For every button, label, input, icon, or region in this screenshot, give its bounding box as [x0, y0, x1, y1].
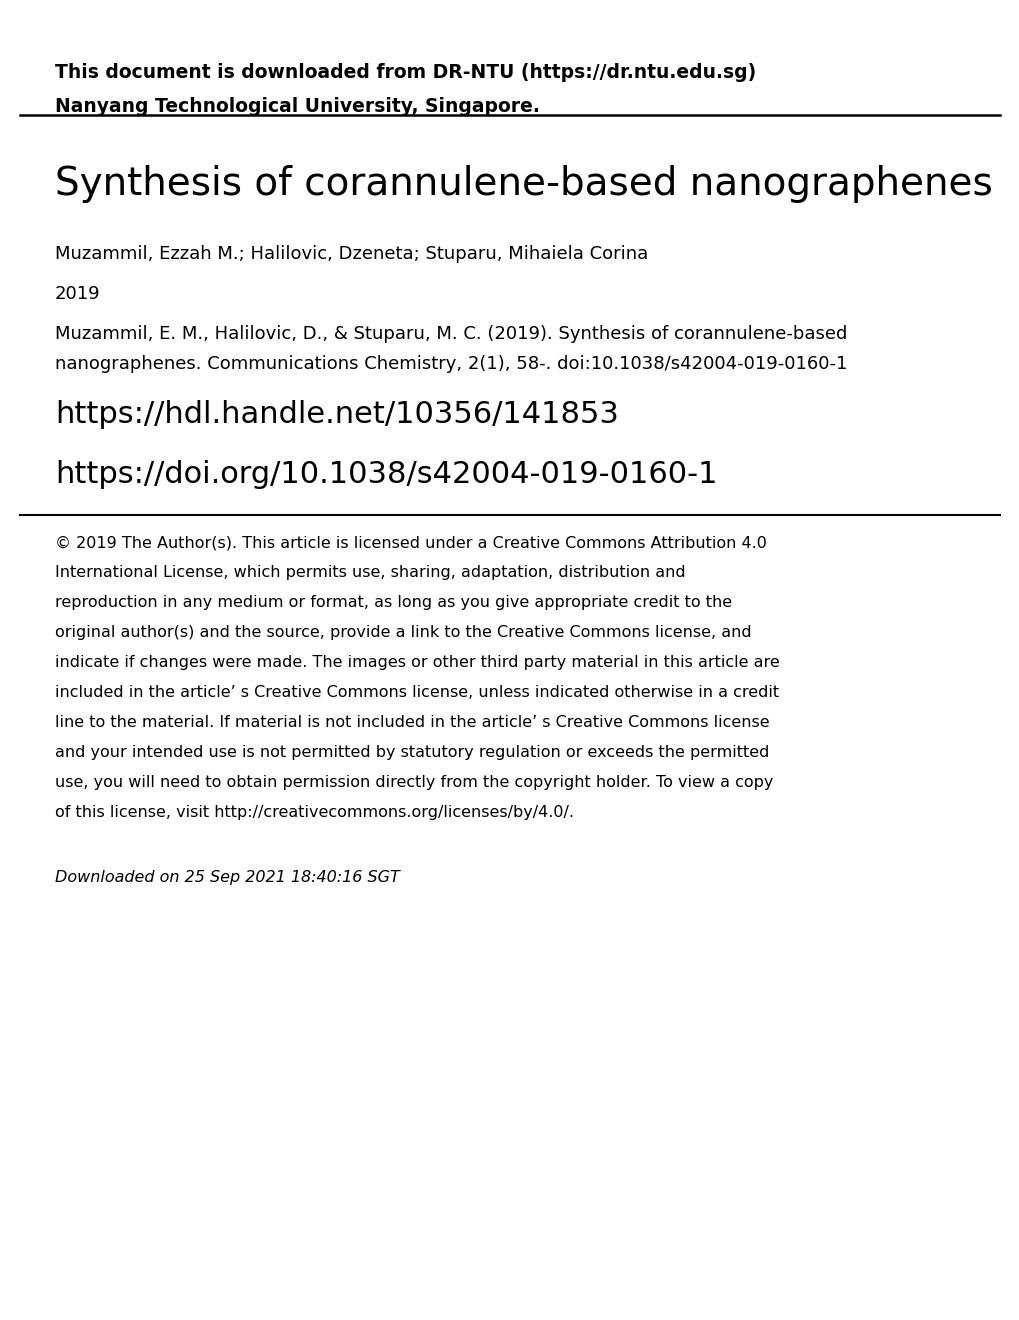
Text: reproduction in any medium or format, as long as you give appropriate credit to : reproduction in any medium or format, as… [55, 595, 732, 610]
Text: 2019: 2019 [55, 285, 101, 304]
Text: original author(s) and the source, provide a link to the Creative Commons licens: original author(s) and the source, provi… [55, 624, 751, 640]
Text: line to the material. If material is not included in the article’ s Creative Com: line to the material. If material is not… [55, 715, 769, 730]
Text: Muzammil, Ezzah M.; Halilovic, Dzeneta; Stuparu, Mihaiela Corina: Muzammil, Ezzah M.; Halilovic, Dzeneta; … [55, 246, 648, 263]
Text: Synthesis of corannulene-based nanographenes: Synthesis of corannulene-based nanograph… [55, 165, 991, 203]
Text: https://hdl.handle.net/10356/141853: https://hdl.handle.net/10356/141853 [55, 400, 619, 429]
Text: Muzammil, E. M., Halilovic, D., & Stuparu, M. C. (2019). Synthesis of corannulen: Muzammil, E. M., Halilovic, D., & Stupar… [55, 325, 847, 343]
Text: and your intended use is not permitted by statutory regulation or exceeds the pe: and your intended use is not permitted b… [55, 744, 768, 760]
Text: © 2019 The Author(s). This article is licensed under a Creative Commons Attribut: © 2019 The Author(s). This article is li… [55, 535, 766, 550]
Text: of this license, visit http://creativecommons.org/licenses/by/4.0/.: of this license, visit http://creativeco… [55, 805, 574, 820]
Text: indicate if changes were made. The images or other third party material in this : indicate if changes were made. The image… [55, 655, 779, 671]
Text: nanographenes. Communications Chemistry, 2(1), 58-. doi:10.1038/s42004-019-0160-: nanographenes. Communications Chemistry,… [55, 355, 847, 374]
Text: This document is downloaded from DR-NTU (https://dr.ntu.edu.sg): This document is downloaded from DR-NTU … [55, 63, 755, 82]
Text: Nanyang Technological University, Singapore.: Nanyang Technological University, Singap… [55, 96, 539, 116]
Text: Downloaded on 25 Sep 2021 18:40:16 SGT: Downloaded on 25 Sep 2021 18:40:16 SGT [55, 870, 399, 884]
Text: International License, which permits use, sharing, adaptation, distribution and: International License, which permits use… [55, 565, 685, 579]
Text: use, you will need to obtain permission directly from the copyright holder. To v: use, you will need to obtain permission … [55, 775, 772, 789]
Text: included in the article’ s Creative Commons license, unless indicated otherwise : included in the article’ s Creative Comm… [55, 685, 779, 700]
Text: https://doi.org/10.1038/s42004-019-0160-1: https://doi.org/10.1038/s42004-019-0160-… [55, 459, 716, 488]
